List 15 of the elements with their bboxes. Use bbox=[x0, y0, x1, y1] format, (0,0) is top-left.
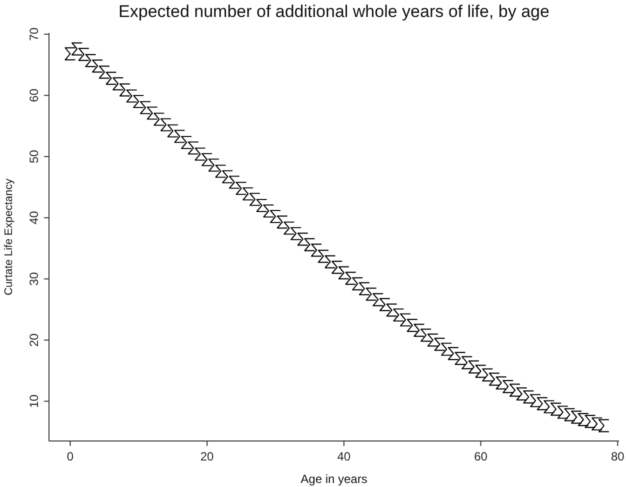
y-tick-label: 60 bbox=[27, 88, 41, 102]
x-tick-label: 80 bbox=[610, 450, 625, 464]
x-tick-label: 20 bbox=[200, 450, 214, 464]
y-tick-label: 20 bbox=[27, 333, 41, 347]
y-tick-label: 50 bbox=[27, 150, 41, 164]
y-tick-label: 70 bbox=[27, 27, 41, 41]
x-tick-label: 40 bbox=[337, 450, 351, 464]
chart-title: Expected number of additional whole years of life, by age bbox=[118, 2, 550, 22]
x-tick-label: 0 bbox=[66, 450, 74, 464]
x-tick-label: 60 bbox=[474, 450, 488, 464]
y-tick-label: 40 bbox=[27, 210, 41, 224]
y-tick-label: 30 bbox=[27, 272, 41, 286]
y-axis-title: Curtate Life Expectancy bbox=[3, 178, 15, 296]
x-axis-title: Age in years bbox=[300, 472, 368, 486]
y-tick-label: 10 bbox=[27, 394, 41, 408]
